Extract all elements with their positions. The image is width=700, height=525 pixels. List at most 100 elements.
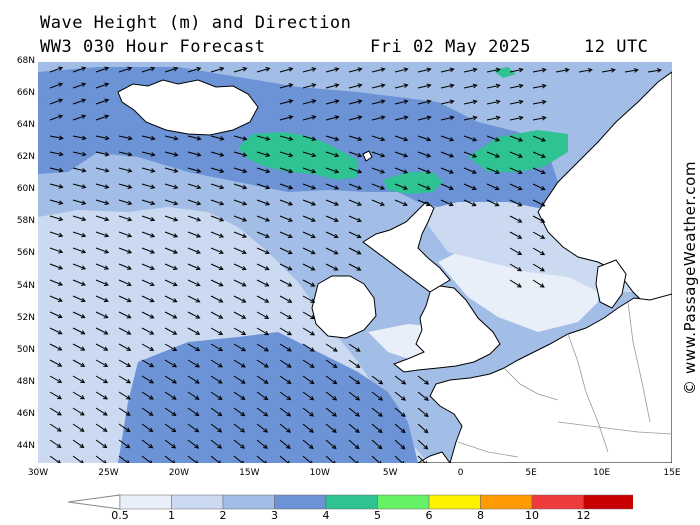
land: [117, 71, 672, 463]
wave-arrow: [141, 263, 155, 270]
wave-arrow: [210, 455, 222, 463]
wave-arrow: [325, 391, 338, 401]
wave-arrow: [233, 311, 247, 319]
wave-arrow: [72, 407, 85, 416]
wave-arrow: [371, 115, 386, 121]
wave-arrow: [325, 455, 336, 463]
wave-arrow: [417, 99, 432, 105]
wave-arrow: [72, 183, 87, 189]
wave-arrow: [164, 199, 179, 206]
wave-arrow: [72, 295, 86, 303]
wave-arrow: [95, 423, 108, 432]
wave-arrow: [394, 199, 408, 207]
continental-europe: [429, 293, 672, 463]
wave-arrow: [95, 135, 110, 141]
forecast-date: Fri 02 May 2025: [370, 37, 532, 57]
wave-arrow: [233, 247, 247, 255]
lat-label: 62N: [16, 152, 35, 163]
wave-arrow: [509, 99, 524, 105]
wave-arrow: [141, 391, 154, 400]
colorbar-segment: [377, 494, 430, 510]
wave-arrow: [302, 327, 315, 336]
wave-arrow: [348, 391, 361, 401]
wave-arrow: [141, 231, 156, 238]
wave-arrow: [49, 114, 64, 121]
wave-arrow: [49, 455, 61, 463]
wave-arrow: [348, 343, 361, 352]
wave-arrow: [371, 375, 384, 385]
wave-arrow: [417, 407, 429, 418]
wave-arrow: [348, 167, 363, 174]
wave-arrow: [394, 151, 409, 158]
wave-arrow: [371, 199, 385, 206]
wave-arrow: [187, 66, 202, 73]
wave-arrow: [394, 183, 408, 190]
colorbar-label: 4: [322, 509, 330, 522]
wave-arrow: [233, 151, 248, 157]
wave-arrow: [417, 391, 429, 401]
wave-arrow: [210, 343, 224, 352]
wave-arrow: [463, 167, 477, 174]
wave-arrow: [256, 455, 267, 463]
wave-arrow: [486, 135, 501, 142]
wave-arrow: [394, 135, 409, 142]
wave-arrow: [49, 439, 62, 448]
wave-arrow: [49, 279, 64, 286]
lon-label: 25W: [98, 468, 119, 478]
wave-arrow: [118, 215, 133, 222]
wave-arrow: [417, 423, 429, 434]
wave-arrow: [49, 199, 64, 205]
wave-arrow: [164, 375, 177, 384]
wave-arrow: [72, 375, 86, 384]
wave-arrow: [532, 199, 546, 207]
wave-arrow: [532, 135, 547, 142]
wave-arrow: [72, 167, 87, 173]
lon-label: 15W: [239, 468, 260, 478]
wave-arrow: [164, 151, 179, 157]
wave-arrow: [279, 407, 292, 417]
wave-arrow: [141, 375, 154, 384]
lon-label: 0: [457, 468, 464, 478]
wave-arrow: [118, 279, 132, 287]
wave-arrow: [279, 135, 294, 141]
wave-arrow: [164, 231, 179, 238]
wave-arrow: [509, 247, 523, 255]
iceland: [117, 79, 259, 136]
colorbar-label: 3: [271, 509, 278, 522]
wave-arrow: [95, 391, 108, 400]
wave-arrow: [118, 375, 132, 384]
wave-arrow: [256, 375, 269, 384]
wave-arrow: [394, 115, 409, 121]
wave-arrow: [210, 311, 224, 319]
wave-arrow: [95, 263, 110, 270]
wave-arrow: [348, 455, 359, 463]
denmark: [595, 259, 627, 309]
wave-arrow: [233, 407, 246, 417]
wave-arrow: [118, 359, 132, 367]
wave-arrow: [302, 343, 315, 352]
wave-arrow: [187, 215, 202, 222]
wave-arrow: [325, 167, 340, 174]
wave-arrow: [302, 279, 316, 287]
wave-arrow: [279, 295, 293, 303]
border-germany-east: [627, 301, 651, 423]
wave-arrow: [417, 167, 432, 174]
wave-arrow: [325, 115, 340, 121]
wave-arrow: [463, 183, 477, 191]
wave-arrow: [348, 83, 363, 89]
wave-arrow: [256, 151, 271, 158]
wave-arrow: [49, 359, 63, 367]
wave-arrow: [210, 439, 223, 449]
wave-arrow: [210, 183, 225, 190]
wave-arrow: [624, 68, 639, 73]
wave-arrow: [187, 343, 201, 352]
wave-arrow: [509, 183, 523, 191]
wave-arrow: [348, 151, 363, 158]
wave-arrow: [302, 375, 315, 385]
colorbar-segment: [480, 494, 533, 510]
country-borders: [457, 301, 672, 458]
wave-arrow: [95, 215, 110, 222]
wave-arrow: [509, 115, 524, 121]
wave-arrow: [532, 67, 547, 73]
wave-arrow: [394, 439, 406, 450]
